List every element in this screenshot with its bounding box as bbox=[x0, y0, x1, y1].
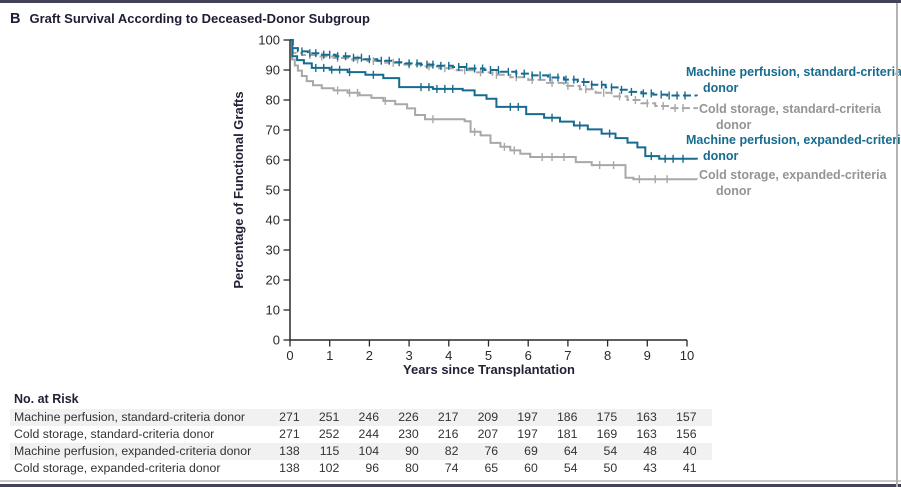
x-tick-label: 5 bbox=[485, 348, 492, 363]
risk-cell: 115 bbox=[319, 444, 340, 458]
risk-cell: 69 bbox=[524, 444, 538, 458]
y-tick-label: 20 bbox=[266, 273, 280, 288]
y-axis-title: Percentage of Functional Grafts bbox=[231, 91, 246, 288]
risk-cell: 82 bbox=[444, 444, 459, 458]
risk-row-label: Machine perfusion, expanded-criteria don… bbox=[14, 444, 252, 458]
bottom-rule-dark bbox=[0, 484, 901, 487]
x-tick-label: 4 bbox=[445, 348, 452, 363]
risk-cell: 163 bbox=[636, 410, 657, 424]
risk-cell: 186 bbox=[556, 410, 578, 424]
risk-row-label: Cold storage, standard-criteria donor bbox=[14, 427, 215, 441]
risk-cell: 217 bbox=[437, 410, 459, 424]
risk-table: Machine perfusion, standard-criteria don… bbox=[10, 409, 712, 477]
risk-cell: 54 bbox=[603, 444, 618, 458]
legend-cold-storage-standard: Cold storage, standard-criteria donor bbox=[699, 102, 881, 132]
risk-cell: 169 bbox=[596, 427, 618, 441]
risk-cell: 216 bbox=[437, 427, 459, 441]
risk-cell: 80 bbox=[405, 461, 419, 475]
risk-cell: 230 bbox=[398, 427, 419, 441]
right-rule bbox=[896, 3, 898, 487]
risk-cell: 157 bbox=[676, 410, 697, 424]
x-tick-label: 7 bbox=[564, 348, 571, 363]
risk-cell: 197 bbox=[517, 427, 538, 441]
risk-cell: 246 bbox=[358, 410, 380, 424]
survival-curve-1 bbox=[290, 39, 698, 110]
bottom-rule-light bbox=[0, 480, 901, 482]
axis-lines bbox=[289, 40, 687, 341]
risk-cell: 96 bbox=[365, 461, 380, 475]
risk-cell: 226 bbox=[398, 410, 419, 424]
y-tick-label: 50 bbox=[266, 183, 280, 198]
y-tick-label: 70 bbox=[266, 123, 280, 138]
kaplan-meier-chart: 0 10 20 30 40 50 60 70 80 90 100 0 1 2 3 4 5 6 7 8 9 10 Years … bbox=[231, 33, 698, 377]
risk-cell: 48 bbox=[643, 444, 657, 458]
y-tick-label: 100 bbox=[258, 33, 280, 48]
risk-row: Machine perfusion, expanded-criteria don… bbox=[10, 443, 712, 460]
y-tick-label: 10 bbox=[266, 303, 280, 318]
risk-cell: 76 bbox=[484, 444, 499, 458]
risk-cell: 54 bbox=[563, 461, 578, 475]
risk-cell: 50 bbox=[603, 461, 618, 475]
risk-cell: 60 bbox=[524, 461, 538, 475]
panel-title-text: Graft Survival According to Deceased-Don… bbox=[29, 11, 370, 26]
risk-cell: 181 bbox=[556, 427, 578, 441]
risk-cell: 43 bbox=[643, 461, 657, 475]
risk-cell: 138 bbox=[279, 444, 300, 458]
risk-cell: 271 bbox=[279, 427, 300, 441]
risk-cell: 251 bbox=[318, 410, 340, 424]
x-tick-label: 1 bbox=[326, 348, 333, 363]
x-tick-label: 3 bbox=[405, 348, 412, 363]
risk-cell: 65 bbox=[484, 461, 499, 475]
x-tick-label: 10 bbox=[680, 348, 694, 363]
y-tick-label: 40 bbox=[266, 213, 280, 228]
risk-cell: 74 bbox=[444, 461, 459, 475]
x-axis-title: Years since Transplantation bbox=[403, 362, 575, 377]
legend-machine-perfusion-expanded: Machine perfusion, expanded-criteria don… bbox=[686, 133, 901, 163]
risk-cell: 156 bbox=[676, 427, 697, 441]
risk-cell: 175 bbox=[596, 410, 618, 424]
number-at-risk-section: No. at Risk Machine perfusion, standard-… bbox=[10, 392, 712, 477]
survival-curve-3 bbox=[290, 39, 698, 181]
risk-cell: 90 bbox=[405, 444, 419, 458]
panel-title: B Graft Survival According to Deceased-Do… bbox=[10, 10, 370, 28]
risk-row-label: Machine perfusion, standard-criteria don… bbox=[14, 410, 246, 424]
x-tick-label: 0 bbox=[286, 348, 293, 363]
survival-curve-0 bbox=[290, 39, 698, 97]
risk-cell: 207 bbox=[477, 427, 499, 441]
risk-cell: 209 bbox=[477, 410, 499, 424]
x-tick-label: 2 bbox=[366, 348, 373, 363]
risk-cell: 271 bbox=[279, 410, 300, 424]
panel-letter: B bbox=[10, 11, 21, 27]
y-tick-label: 30 bbox=[266, 243, 280, 258]
risk-cell: 40 bbox=[682, 444, 697, 458]
risk-cell: 163 bbox=[636, 427, 657, 441]
risk-cell: 252 bbox=[318, 427, 340, 441]
risk-cell: 244 bbox=[358, 427, 380, 441]
x-tick-label: 9 bbox=[644, 348, 651, 363]
x-tick-label: 8 bbox=[604, 348, 611, 363]
risk-table-header: No. at Risk bbox=[14, 392, 79, 406]
risk-row-label: Cold storage, expanded-criteria donor bbox=[14, 461, 221, 475]
legend-cold-storage-expanded: Cold storage, expanded-criteria donor bbox=[699, 168, 887, 198]
x-tick-label: 6 bbox=[525, 348, 532, 363]
risk-row: Cold storage, expanded-criteria donor 138… bbox=[10, 460, 712, 477]
risk-cell: 197 bbox=[517, 410, 538, 424]
risk-cell: 138 bbox=[279, 461, 300, 475]
y-tick-label: 60 bbox=[266, 153, 280, 168]
risk-cell: 102 bbox=[318, 461, 340, 475]
y-tick-label: 80 bbox=[266, 93, 280, 108]
risk-cell: 64 bbox=[563, 444, 578, 458]
risk-cell: 104 bbox=[358, 444, 380, 458]
risk-row: Machine perfusion, standard-criteria don… bbox=[10, 409, 712, 426]
y-tick-label: 0 bbox=[273, 333, 280, 348]
legend-machine-perfusion-standard: Machine perfusion, standard-criteria don… bbox=[686, 65, 901, 95]
risk-cell: 41 bbox=[682, 461, 697, 475]
risk-row: Cold storage, standard-criteria donor 271… bbox=[10, 426, 712, 443]
y-tick-label: 90 bbox=[266, 63, 280, 78]
